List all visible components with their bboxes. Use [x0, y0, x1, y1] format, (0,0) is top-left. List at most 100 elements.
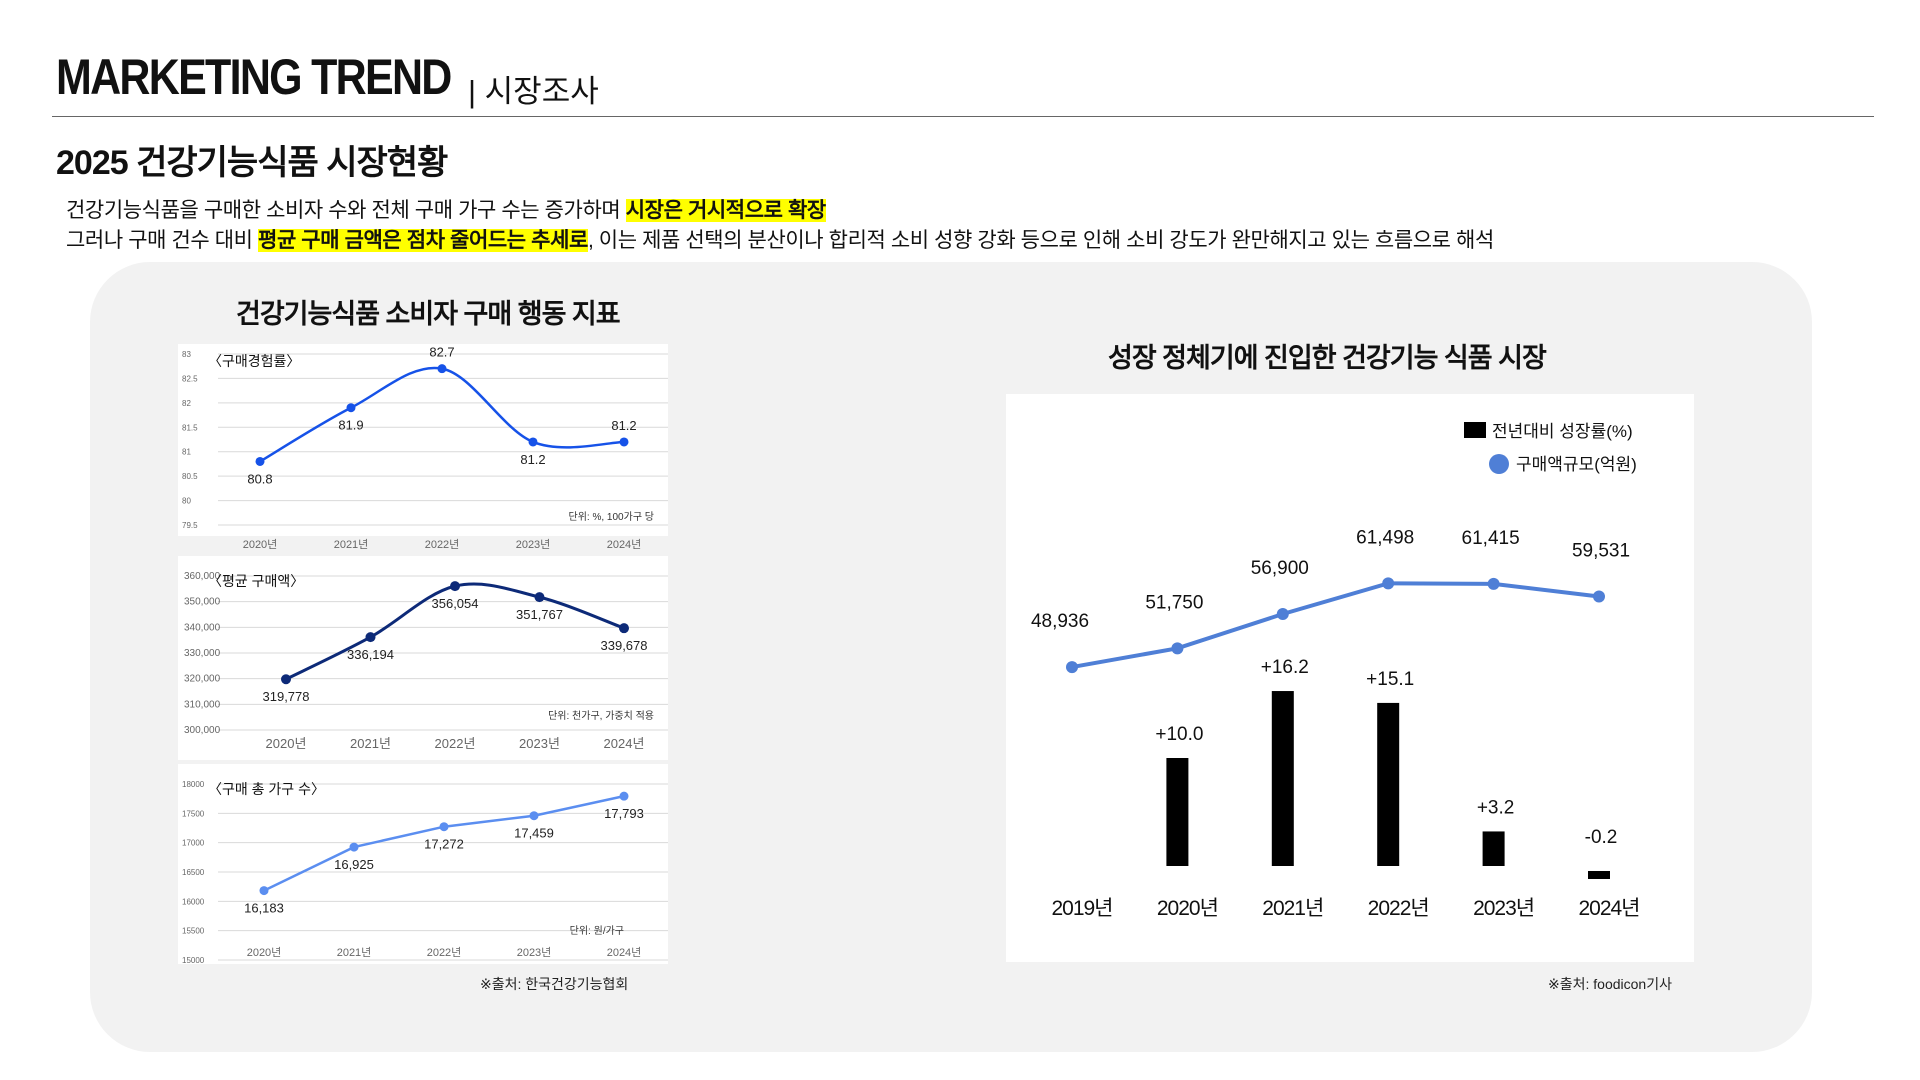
right-chart-bar-label: +10.0 [1155, 724, 1203, 745]
left-chart-1-xtick: 2020년 [243, 538, 278, 551]
left-chart-3-data-label: 17,793 [604, 806, 644, 821]
left-chart-2-ytick: 300,000 [184, 725, 221, 736]
right-chart: 전년대비 성장률(%) 구매액규모(억원) 48,936 51,750 56,900 61… [1006, 394, 1694, 962]
left-chart-3-point [259, 886, 269, 896]
left-chart-1-point [255, 456, 265, 466]
left-chart-3-data-label: 16,183 [244, 901, 284, 916]
left-chart-3-data-label: 17,272 [424, 837, 464, 852]
left-charts: 83 82.5 82 81.5 81 80.5 80 79.5 〈구매경험률〉 80.8 81.9 8… [178, 344, 668, 965]
right-chart-point [1593, 590, 1605, 603]
left-chart-1-data-label: 81.2 [520, 452, 545, 467]
left-chart-3-data-label: 17,459 [514, 826, 554, 841]
left-chart-2-ytick: 360,000 [184, 571, 221, 582]
right-chart-bar-label: +15.1 [1366, 669, 1414, 690]
left-chart-2-background [178, 556, 668, 760]
left-chart-3-unit: 단위: 원/가구 [570, 924, 624, 937]
left-chart-2-ytick: 340,000 [184, 622, 221, 633]
header-title: MARKETING TREND [56, 49, 452, 105]
left-chart-1-ytick: 80 [182, 497, 191, 506]
left-source: ※출처: 한국건강기능협회 [480, 976, 629, 992]
right-chart-line-label: 56,900 [1251, 558, 1309, 579]
right-chart-line-label: 61,415 [1462, 528, 1520, 549]
right-chart-point [1276, 608, 1289, 620]
left-chart-2-data-label: 356,054 [432, 596, 479, 611]
left-chart-1-point [437, 364, 447, 374]
left-chart-2-ytick: 330,000 [184, 648, 221, 659]
right-chart-line [1071, 581, 1600, 670]
left-chart-1-ytick: 81.5 [182, 423, 198, 432]
left-chart-1-ytick: 82 [182, 399, 191, 408]
right-chart-xtick: 2019년 [1051, 897, 1112, 920]
right-chart-xtick: 2024년 [1578, 897, 1639, 920]
left-chart-3-xtick: 2024년 [607, 946, 642, 959]
left-chart-2-xtick: 2024년 [604, 736, 645, 751]
summary-line-1-highlight: 시장은 거시적으로 확장 [625, 199, 826, 222]
left-chart-2-xtick: 2023년 [519, 736, 560, 751]
left-chart-1-ytick: 80.5 [182, 472, 198, 481]
right-chart-bar-label: +16.2 [1261, 657, 1309, 678]
left-chart-1-xtick: 2021년 [334, 538, 369, 551]
right-chart-point [1171, 642, 1184, 655]
left-chart-2-unit: 단위: 천가구, 가중치 적용 [548, 709, 654, 722]
right-panel-title: 성장 정체기에 진입한 건강기능 식품 시장 [1108, 343, 1547, 373]
right-chart-bar [1166, 758, 1189, 866]
left-chart-2-data-label: 351,767 [516, 607, 563, 622]
left-chart-1-ytick: 81 [182, 448, 191, 457]
left-chart-1-point [346, 403, 356, 413]
right-chart-xtick: 2023년 [1473, 897, 1534, 920]
left-chart-1-data-label: 81.2 [611, 418, 636, 433]
right-chart-bar-label: -0.2 [1585, 827, 1618, 848]
left-chart-2-point [619, 623, 629, 634]
left-chart-2-point [281, 674, 291, 685]
left-chart-2-data-label: 336,194 [347, 647, 394, 662]
right-chart-background [1006, 394, 1694, 962]
left-chart-2-xtick: 2022년 [435, 736, 476, 751]
left-chart-3-ytick: 18000 [182, 780, 205, 789]
left-chart-2-point [534, 592, 545, 603]
left-chart-1-data-label: 81.9 [338, 418, 363, 433]
legend-bar-label: 전년대비 성장률(%) [1492, 422, 1633, 441]
legend-line-label: 구매액규모(억원) [1516, 455, 1637, 474]
left-chart-3-point [619, 791, 629, 801]
right-chart-xtick: 2021년 [1262, 897, 1323, 920]
left-chart-1-background [178, 344, 668, 536]
header-subtitle: | 시장조사 [468, 74, 599, 109]
right-chart-point [1487, 577, 1500, 590]
left-chart-1-ytick: 79.5 [182, 521, 198, 530]
right-chart-line-label: 48,936 [1031, 611, 1089, 632]
left-panel-title: 건강기능식품 소비자 구매 행동 지표 [236, 299, 621, 329]
left-chart-3-point [349, 842, 359, 852]
left-chart-1-point [619, 437, 629, 447]
right-chart-bar [1482, 831, 1505, 866]
legend-bar-swatch [1464, 422, 1486, 438]
right-chart-bar [1377, 702, 1400, 866]
left-chart-2-xtick: 2021년 [350, 736, 391, 751]
page-title: 2025 건강기능식품 시장현황 [56, 144, 448, 182]
right-chart-point [1382, 577, 1395, 590]
left-chart-1-unit: 단위: %, 100가구 당 [569, 510, 654, 523]
summary-line-2-text-a: 그러나 구매 건수 대비 [66, 229, 259, 252]
left-chart-2-ytick: 320,000 [184, 674, 221, 685]
left-chart-3-point [529, 811, 539, 821]
summary-line-2-highlight: 평균 구매 금액은 점차 줄어드는 추세로 [258, 229, 588, 252]
right-chart-line-label: 59,531 [1572, 540, 1630, 561]
left-chart-2-title: 〈평균 구매액〉 [208, 573, 304, 589]
right-chart-line-label: 51,750 [1145, 592, 1203, 613]
left-chart-3-xtick: 2021년 [337, 946, 372, 959]
left-chart-3-ytick: 15500 [182, 927, 205, 936]
left-chart-1-ytick: 83 [182, 350, 191, 359]
left-chart-3-ytick: 15000 [182, 956, 205, 965]
summary-line-2-text-b: , 이는 제품 선택의 분산이나 합리적 소비 성향 강화 등으로 인해 소비 … [587, 229, 1494, 252]
right-chart-line-label: 61,498 [1356, 527, 1414, 548]
left-chart-2-ytick: 310,000 [184, 699, 221, 710]
left-chart-1-ytick: 82.5 [182, 374, 198, 383]
right-chart-bar [1271, 691, 1294, 866]
right-source: ※출처: foodicon기사 [1548, 976, 1672, 992]
left-chart-1-title: 〈구매경험률〉 [208, 353, 300, 369]
left-chart-2-ytick: 350,000 [184, 597, 221, 608]
header-divider [52, 116, 1874, 117]
right-chart-bar-label: +3.2 [1477, 797, 1515, 818]
left-chart-2-point [450, 581, 460, 592]
right-chart-xtick: 2022년 [1368, 897, 1429, 920]
left-chart-2-data-label: 319,778 [263, 689, 310, 704]
